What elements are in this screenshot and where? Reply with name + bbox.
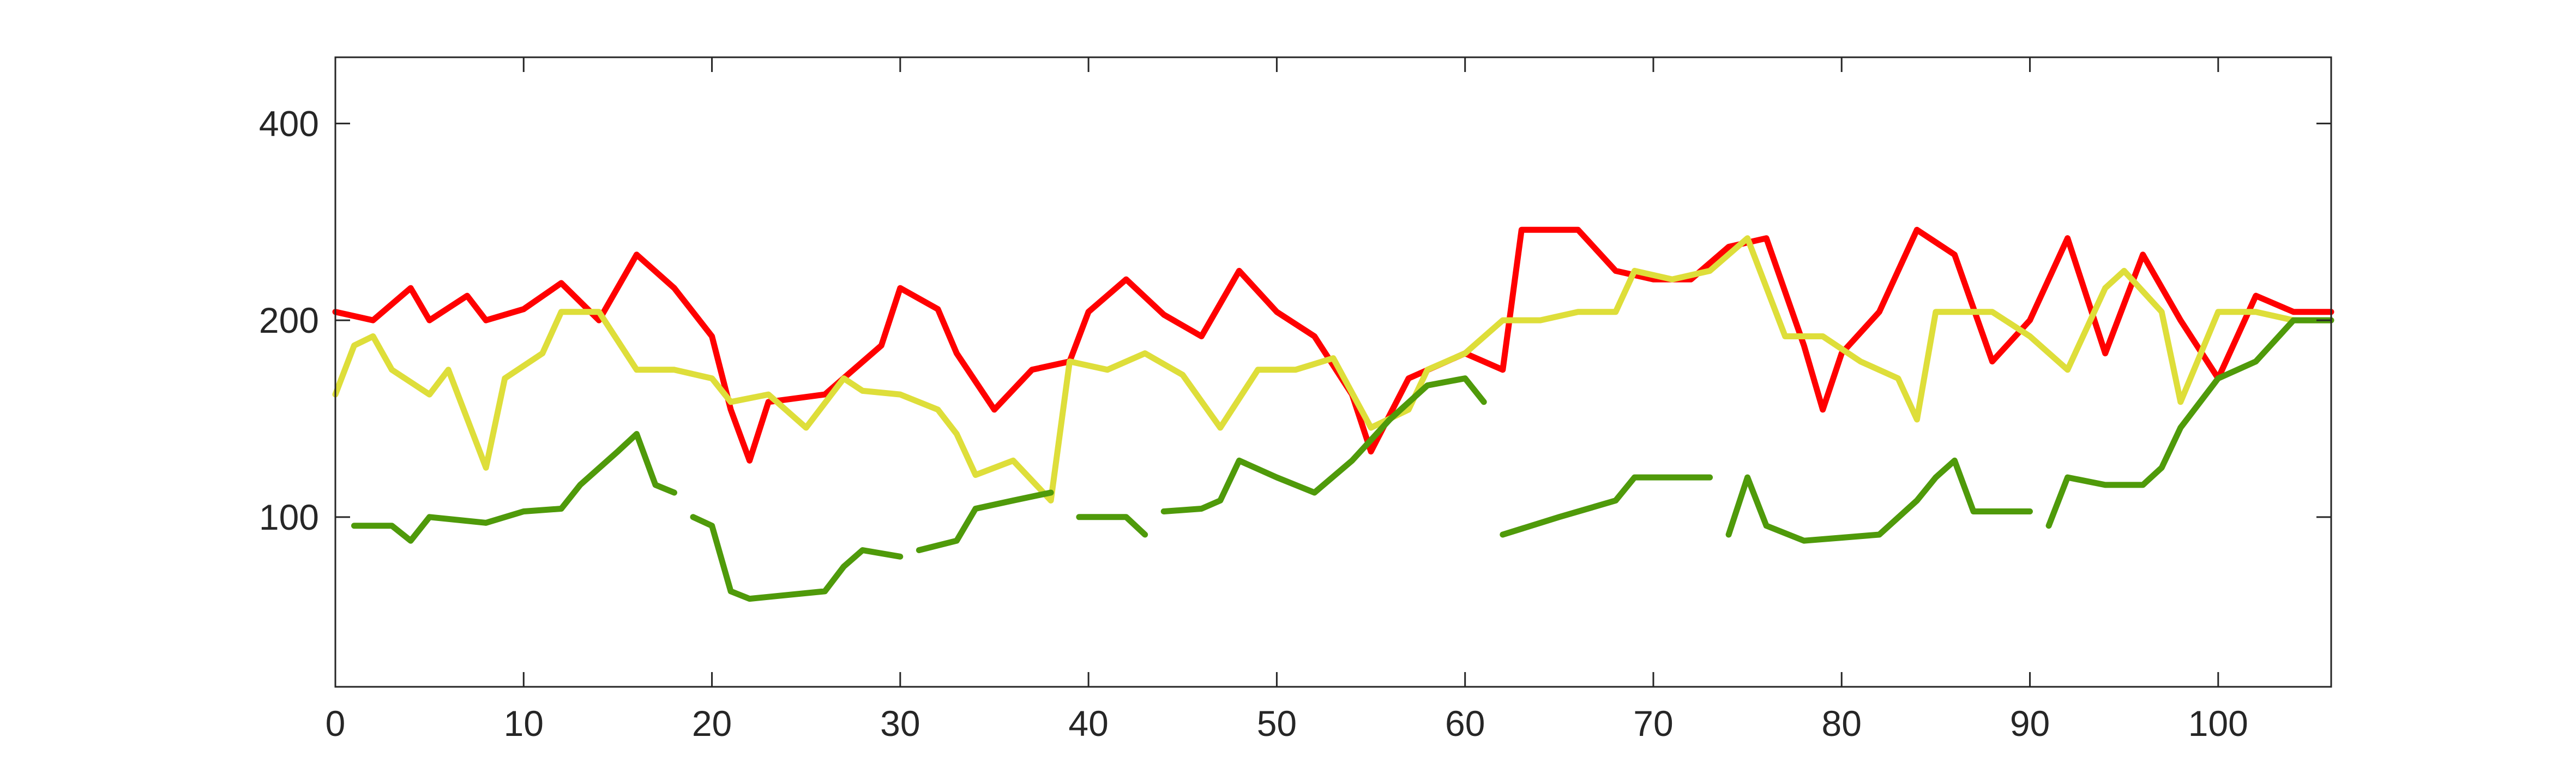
y-tick-label: 100 xyxy=(259,497,319,537)
x-tick-label: 40 xyxy=(1068,703,1108,744)
x-tick-label: 10 xyxy=(504,703,544,744)
series-line xyxy=(332,235,2334,504)
x-tick-label: 30 xyxy=(880,703,920,744)
y-tick-label: 200 xyxy=(259,300,319,340)
y-tick-label: 400 xyxy=(259,103,319,143)
x-tick-label: 70 xyxy=(1633,703,1673,744)
x-tick-label: 90 xyxy=(2010,703,2050,744)
series-line xyxy=(351,317,2334,602)
axes-box xyxy=(334,56,2332,688)
x-tick-label: 100 xyxy=(2188,703,2248,744)
x-tick-label: 50 xyxy=(1257,703,1297,744)
x-tick-label: 80 xyxy=(1822,703,1862,744)
x-tick-label: 0 xyxy=(326,703,346,744)
plot-area xyxy=(332,226,2334,602)
x-tick-label: 20 xyxy=(692,703,732,744)
series-line xyxy=(332,226,2334,464)
x-tick-label: 60 xyxy=(1445,703,1485,744)
